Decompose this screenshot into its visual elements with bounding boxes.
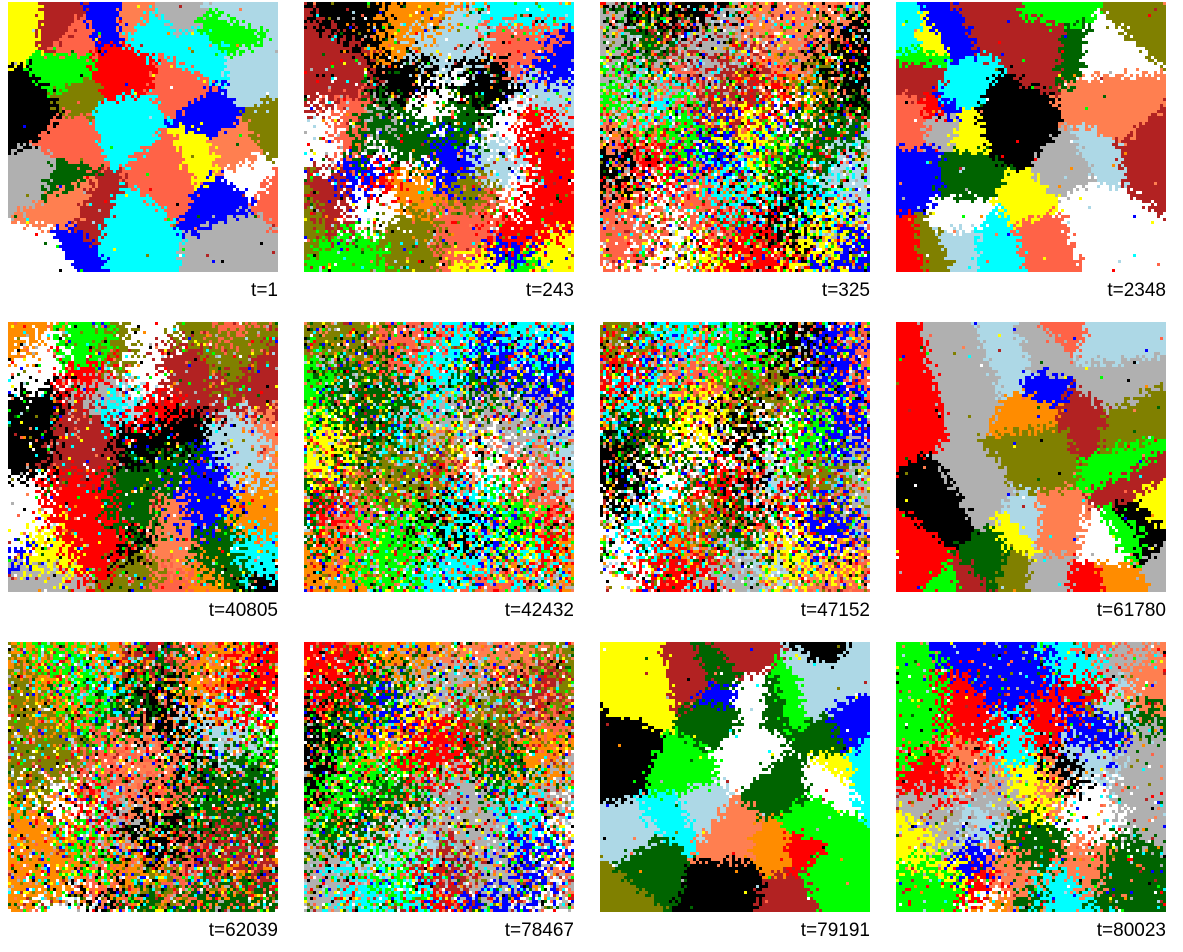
snapshot-panel: t=62039 (8, 642, 278, 952)
time-label: t=1 (251, 280, 278, 301)
snapshot-panel: t=79191 (600, 642, 870, 952)
time-label: t=79191 (800, 920, 870, 941)
time-label: t=61780 (1096, 600, 1166, 621)
snapshot-panel: t=40805 (8, 322, 278, 632)
time-label: t=78467 (504, 920, 574, 941)
lattice-image (600, 642, 870, 912)
snapshot-panel: t=243 (304, 2, 574, 312)
lattice-image (600, 322, 870, 592)
snapshot-panel: t=325 (600, 2, 870, 312)
lattice-image (304, 322, 574, 592)
snapshot-panel: t=61780 (896, 322, 1166, 632)
time-label: t=42432 (504, 600, 574, 621)
time-label: t=243 (525, 280, 574, 301)
snapshot-panel: t=80023 (896, 642, 1166, 952)
snapshot-panel: t=42432 (304, 322, 574, 632)
snapshot-panel: t=2348 (896, 2, 1166, 312)
time-label: t=62039 (208, 920, 278, 941)
snapshot-panel: t=47152 (600, 322, 870, 632)
lattice-image (304, 2, 574, 272)
time-label: t=40805 (208, 600, 278, 621)
lattice-image (896, 322, 1166, 592)
time-label: t=325 (821, 280, 870, 301)
time-label: t=47152 (800, 600, 870, 621)
lattice-image (8, 322, 278, 592)
lattice-image (304, 642, 574, 912)
lattice-image (896, 2, 1166, 272)
snapshot-panel: t=1 (8, 2, 278, 312)
lattice-image (8, 2, 278, 272)
lattice-image (896, 642, 1166, 912)
lattice-image (600, 2, 870, 272)
snapshot-panel: t=78467 (304, 642, 574, 952)
time-label: t=2348 (1107, 280, 1166, 301)
lattice-image (8, 642, 278, 912)
time-label: t=80023 (1096, 920, 1166, 941)
